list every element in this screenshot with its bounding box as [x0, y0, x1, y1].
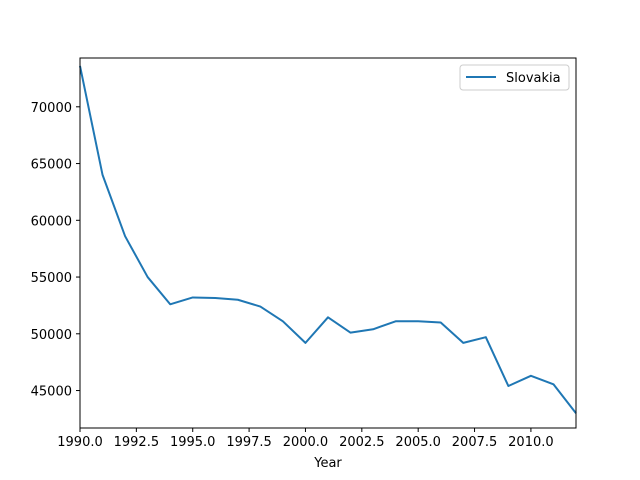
x-tick-label: 2000.0: [283, 435, 329, 450]
x-tick-label: 1990.0: [57, 435, 103, 450]
x-tick-label: 2010.0: [508, 435, 554, 450]
y-axis-ticks: 45000 50000 55000 60000 65000 70000: [31, 101, 80, 400]
plot-frame: [79, 57, 577, 429]
y-tick-label: 65000: [31, 158, 72, 173]
legend: Slovakia: [459, 64, 570, 91]
y-tick-label: 55000: [31, 271, 72, 286]
x-tick-label: 1992.5: [114, 435, 160, 450]
y-tick-label: 45000: [31, 385, 72, 400]
x-axis-title: Year: [313, 456, 342, 471]
x-axis-ticks: 1990.0 1992.5 1995.0 1997.5 2000.0 2002.5 2005…: [57, 428, 554, 450]
x-tick-label: 1995.0: [170, 435, 216, 450]
legend-box: [459, 64, 570, 91]
y-tick-label: 70000: [31, 101, 72, 116]
x-tick-label: 1997.5: [226, 435, 272, 450]
y-tick-label: 60000: [31, 214, 72, 229]
x-tick-label: 2007.5: [452, 435, 498, 450]
legend-label-slovakia: Slovakia: [506, 71, 561, 86]
x-tick-label: 2002.5: [339, 435, 385, 450]
plot-area: [80, 58, 576, 428]
series-layer: [79, 65, 577, 414]
series-line-slovakia: [79, 65, 577, 414]
x-tick-label: 2005.0: [395, 435, 441, 450]
y-tick-label: 50000: [31, 328, 72, 343]
